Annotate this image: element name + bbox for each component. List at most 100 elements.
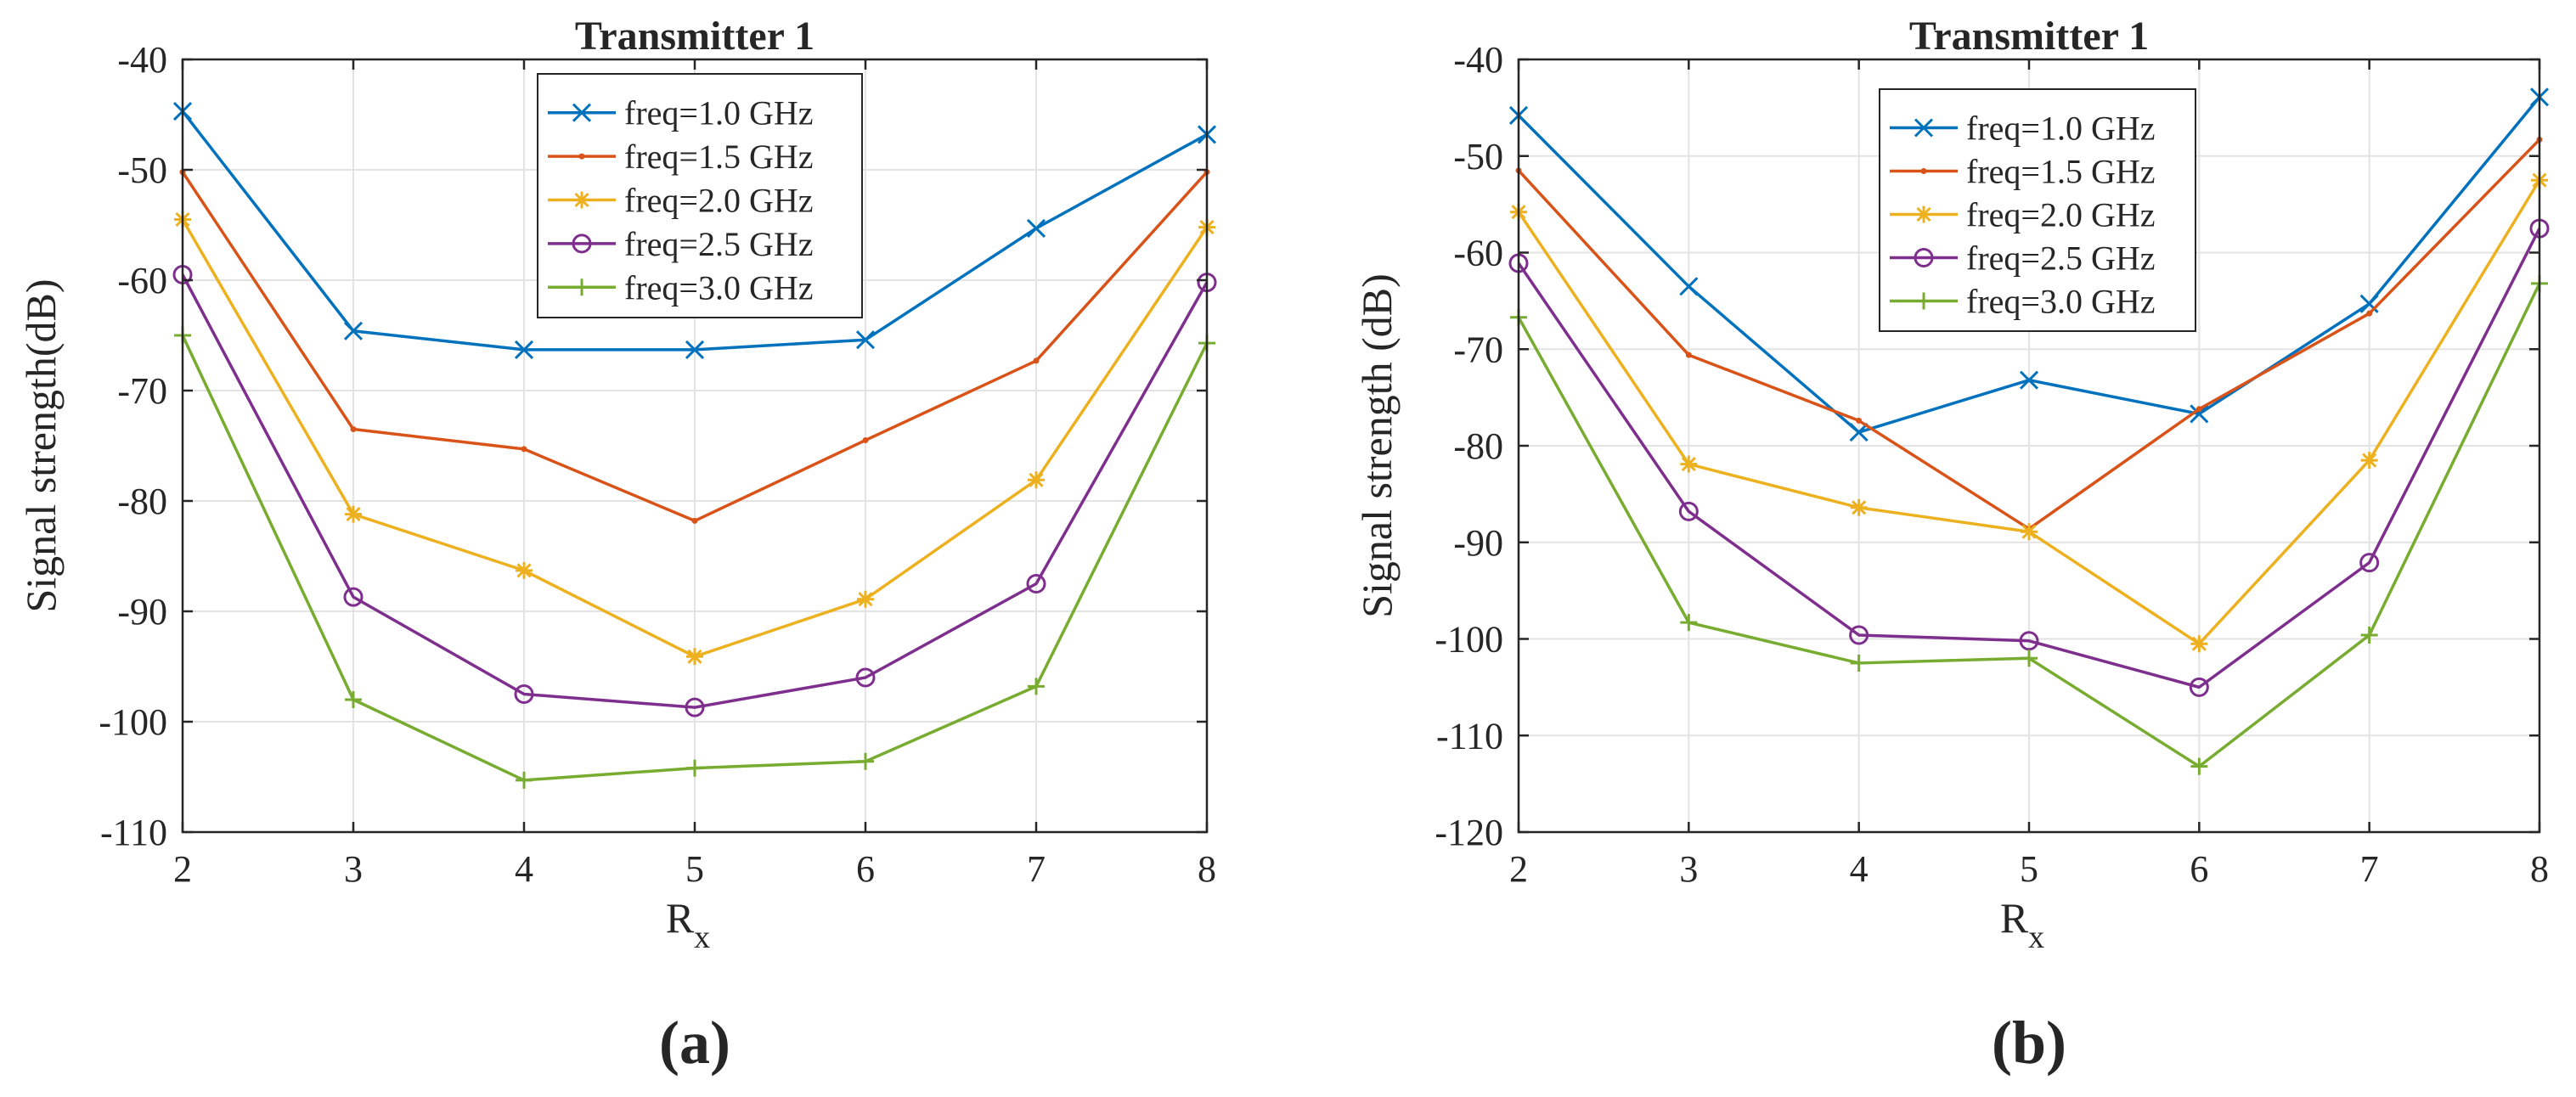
data-point (2190, 404, 2209, 424)
data-point (857, 752, 874, 770)
y-tick-label: -60 (117, 260, 167, 301)
data-point (2021, 523, 2038, 541)
x-tick-label: 4 (515, 848, 533, 890)
data-point (1033, 357, 1040, 364)
data-point (2359, 553, 2380, 573)
legend-swatch-marker (573, 278, 590, 296)
data-point (855, 330, 876, 350)
data-point (514, 684, 534, 704)
data-point (2360, 626, 2378, 644)
y-tick-label: -120 (1435, 812, 1503, 853)
data-point (2019, 631, 2039, 651)
data-point (2366, 310, 2373, 317)
data-point (685, 697, 705, 717)
x-tick-label: 3 (1679, 848, 1698, 890)
series-4 (174, 327, 1215, 789)
x-tick-label: 3 (344, 848, 363, 890)
data-point (1680, 614, 1698, 632)
data-point (1679, 277, 1699, 296)
y-tick-label: -90 (1453, 522, 1503, 564)
chart-title: Transmitter 1 (575, 14, 815, 59)
legend-item: freq=3.0 GHz (1890, 283, 2155, 321)
legend-label: freq=3.0 GHz (1966, 283, 2155, 321)
data-point (516, 771, 533, 789)
legend-swatch-marker (1915, 205, 1932, 223)
data-point (862, 437, 869, 443)
x-axis-label-sub: x (694, 920, 710, 955)
data-point (685, 340, 705, 359)
y-tick-label: -100 (1435, 619, 1503, 661)
y-tick-label: -60 (1453, 233, 1503, 274)
series-1 (179, 169, 1210, 524)
series-line (1517, 228, 2541, 689)
legend-swatch-marker (572, 103, 592, 122)
x-tick-label: 6 (2190, 848, 2208, 890)
legend-label: freq=1.5 GHz (624, 138, 813, 176)
x-tick-label: 8 (2530, 848, 2549, 890)
y-tick-label: -110 (1436, 715, 1503, 757)
chart-panel-b: 2 3 4 5 6 7 8 -40 -50 -60 -70 -80 -90 -100 -110 -120 Tra… (1353, 14, 2550, 1077)
x-tick-label: 2 (173, 848, 192, 890)
legend-item: freq=1.5 GHz (1890, 153, 2155, 191)
y-tick-label: -50 (117, 149, 167, 191)
data-point (343, 321, 364, 340)
y-tick-label: -50 (1453, 136, 1503, 177)
legend-item: freq=2.5 GHz (548, 225, 813, 263)
data-point (516, 561, 533, 579)
data-point (1680, 455, 1698, 473)
data-point (2360, 452, 2378, 470)
x-tick-label: 7 (2360, 848, 2379, 890)
legend-label: freq=1.5 GHz (1966, 153, 2155, 191)
x-axis-label-main: R (666, 894, 695, 942)
x-tick-label: 2 (1509, 848, 1528, 890)
legend-item: freq=2.5 GHz (1890, 239, 2155, 278)
y-axis-label: Signal strength(dB) (17, 278, 65, 612)
data-point (691, 517, 698, 524)
series-line (181, 273, 1209, 709)
legend-item: freq=2.0 GHz (548, 182, 813, 220)
x-axis-label: Rx (2000, 894, 2044, 955)
legend-swatch-marker (578, 153, 585, 160)
data-point (2021, 650, 2038, 667)
data-point (521, 446, 527, 453)
data-point (350, 426, 357, 432)
legend-swatch-marker (1915, 292, 1932, 310)
legend-box (1879, 88, 2196, 332)
data-point (2190, 635, 2208, 653)
legend-swatch-marker (1920, 168, 1927, 174)
x-axis-label: Rx (666, 894, 710, 955)
legend-label: freq=2.5 GHz (1966, 239, 2155, 278)
legend-label: freq=2.5 GHz (624, 225, 813, 263)
legend-label: freq=3.0 GHz (624, 268, 813, 307)
data-point (1849, 423, 1869, 442)
panel-label: (b) (1992, 1009, 2066, 1077)
legend: freq=1.0 GHz freq=1.5 GHz freq=2.0 GHz freq… (537, 73, 863, 318)
y-tick-label: -110 (100, 812, 167, 853)
data-point (855, 667, 876, 688)
data-point (1685, 352, 1692, 358)
data-point (2019, 370, 2039, 390)
data-point (343, 587, 364, 607)
legend: freq=1.0 GHz freq=1.5 GHz freq=2.0 GHz freq… (1879, 88, 2196, 332)
x-tick-label: 6 (856, 848, 875, 890)
data-point (2196, 406, 2202, 413)
y-tick-label: -40 (117, 39, 167, 81)
data-point (345, 691, 362, 708)
data-point (857, 590, 874, 608)
legend-item: freq=2.0 GHz (1890, 196, 2155, 234)
x-axis-label-sub: x (2028, 920, 2044, 955)
legend-label: freq=1.0 GHz (1966, 110, 2155, 148)
data-point (345, 505, 362, 523)
x-tick-label: 7 (1027, 848, 1046, 890)
data-point (2190, 757, 2208, 775)
data-point (1856, 417, 1863, 424)
data-point (1028, 678, 1045, 695)
y-tick-label: -40 (1453, 39, 1503, 81)
data-point (1850, 654, 1868, 672)
data-point (1026, 574, 1046, 594)
y-tick-label: -80 (117, 481, 167, 522)
legend-box (537, 73, 863, 318)
x-axis-label-main: R (2000, 894, 2029, 942)
data-point (2189, 677, 2209, 697)
